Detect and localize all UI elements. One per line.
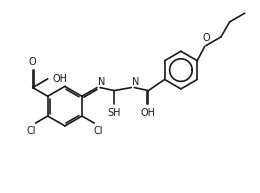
Text: OH: OH — [52, 74, 67, 84]
Text: N: N — [132, 77, 140, 87]
Text: Cl: Cl — [27, 126, 36, 136]
Text: SH: SH — [107, 108, 121, 118]
Text: O: O — [202, 33, 210, 43]
Text: O: O — [29, 57, 36, 67]
Text: Cl: Cl — [94, 126, 103, 136]
Text: N: N — [98, 77, 105, 87]
Text: OH: OH — [141, 108, 156, 118]
